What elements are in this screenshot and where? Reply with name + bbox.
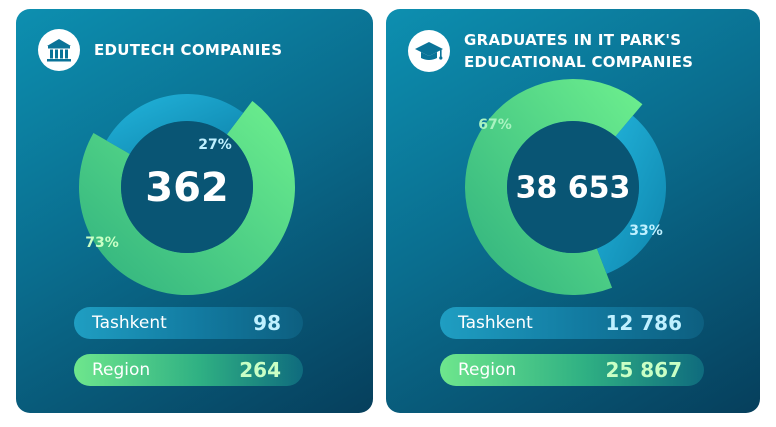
card-header: EDUTECH COMPANIES xyxy=(38,29,282,71)
region-row: Region 25 867 xyxy=(440,354,704,386)
chart-title: GRADUATES IN IT PARK'S EDUCATIONAL COMPA… xyxy=(464,31,694,71)
slice-region xyxy=(465,79,643,296)
center-value: 362 xyxy=(145,165,229,211)
tashkent-row: Tashkent 98 xyxy=(74,307,303,339)
donut-chart: 38 653 33% 67% xyxy=(465,79,666,296)
slice-label-region: 67% xyxy=(478,117,512,133)
donut-hole xyxy=(507,121,639,253)
slice-label-tashkent: 27% xyxy=(198,137,232,153)
region-row: Region 264 xyxy=(74,354,303,386)
slice-label-region: 73% xyxy=(85,235,119,251)
slice-tashkent xyxy=(106,93,244,154)
region-value: 264 xyxy=(239,358,281,382)
slice-tashkent xyxy=(596,115,666,274)
graduates-card: GRADUATES IN IT PARK'S EDUCATIONAL COMPA… xyxy=(386,9,760,413)
chart-title: EDUTECH COMPANIES xyxy=(94,41,283,59)
graduation-cap-icon xyxy=(408,30,450,72)
tashkent-value: 12 786 xyxy=(605,311,682,335)
tashkent-label: Tashkent xyxy=(458,313,533,333)
donut-chart: 362 27% 73% xyxy=(79,93,296,295)
tashkent-label: Tashkent xyxy=(92,313,167,333)
center-value: 38 653 xyxy=(516,171,631,206)
region-label: Region xyxy=(458,360,517,380)
region-label: Region xyxy=(92,360,151,380)
card-header: GRADUATES IN IT PARK'S EDUCATIONAL COMPA… xyxy=(408,29,693,73)
slice-label-tashkent: 33% xyxy=(629,223,663,239)
region-value: 25 867 xyxy=(605,358,682,382)
tashkent-row: Tashkent 12 786 xyxy=(440,307,704,339)
slice-region xyxy=(79,100,296,295)
building-icon xyxy=(38,29,80,71)
donut-hole xyxy=(121,121,253,253)
tashkent-value: 98 xyxy=(253,311,281,335)
edutech-companies-card: EDUTECH COMPANIES 362 27% 73% Tashkent 9… xyxy=(16,9,373,413)
